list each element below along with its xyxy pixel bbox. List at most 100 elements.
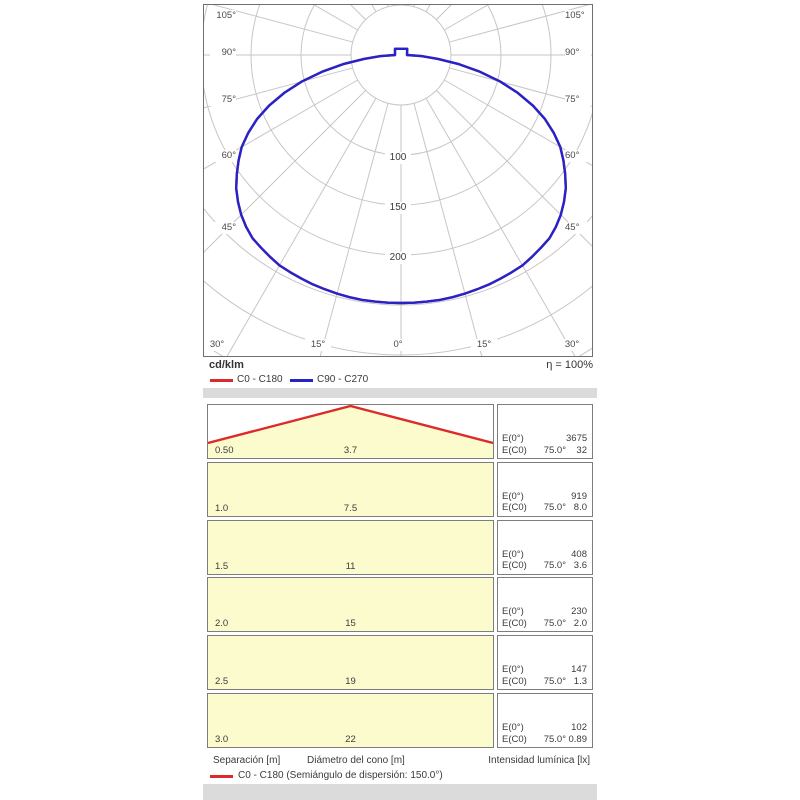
radial-tick-label: 150 (385, 202, 411, 214)
e0-label: E(0°) (502, 722, 524, 733)
cone-diameter-value: 22 (345, 734, 356, 745)
e0-value: 3675 (566, 433, 588, 444)
beam-cone-outline (208, 405, 493, 445)
separation-value: 1.0 (215, 502, 229, 514)
angle-label-bottom: 30° (559, 339, 585, 351)
e0-label: E(0°) (502, 606, 524, 618)
polar-grid-ray (204, 90, 366, 253)
separator-band-top (203, 388, 597, 398)
separation-value: 2.0 (215, 618, 229, 630)
ec0-angle: 75.0° (543, 733, 566, 745)
beam-cone-triangle (208, 405, 493, 458)
separation-column-header: Separación [m] (213, 755, 281, 766)
polar-grid-ray (449, 5, 590, 43)
cone-diameter-value: 19 (345, 676, 356, 688)
angle-label-bottom: 0° (385, 339, 411, 351)
separation-value: 0.50 (215, 445, 234, 456)
c0-c180-legend-label: C0 - C180 (237, 374, 283, 385)
e0-value: 230 (571, 606, 587, 618)
ec0-value: 1.3 (573, 675, 587, 687)
ec0-label: E(C0) (502, 733, 527, 745)
angle-label-right: 90° (565, 47, 591, 59)
cone-diameter-value: 7.5 (343, 502, 358, 514)
e0-value: 919 (571, 490, 587, 502)
cone-row-spacing-cell: 0.50 3.7 (207, 404, 494, 459)
beam-cone-fill (208, 406, 493, 458)
ec0-value: 32 (576, 444, 587, 456)
polar-grid-ray (212, 5, 353, 43)
polar-grid-ray (436, 90, 592, 247)
cone-row-spacing-cell: 2.0 15 (207, 577, 494, 633)
polar-grid-circle (204, 5, 592, 256)
c90-c270-legend-line (290, 379, 313, 382)
cone-diameter-column-header: Diámetro del cono [m] (307, 755, 405, 766)
angle-label-right: 60° (565, 150, 591, 162)
ec0-label: E(C0) (502, 560, 527, 572)
illuminance-values: E(0°) 230 E(C0) 75.0° 2.0 (502, 606, 587, 629)
angle-label-bottom: 15° (305, 339, 331, 351)
angle-label-left: 75° (210, 94, 236, 106)
radial-tick-label: 100 (385, 152, 411, 164)
cone-row-illuminance-cell: E(0°) 147 E(C0) 75.0° 1.3 (497, 635, 593, 691)
polar-grid-ray (319, 103, 389, 356)
polar-grid-ray (449, 67, 592, 107)
c90-c270-legend-label: C90 - C270 (317, 374, 369, 385)
ec0-value: 8.0 (573, 502, 587, 514)
ec0-angle: 75.0° (543, 502, 566, 514)
illuminance-values: E(0°) 919 E(C0) 75.0° 8.0 (502, 491, 587, 514)
separation-value: 3.0 (215, 734, 229, 745)
radial-tick-label: 200 (385, 252, 411, 264)
ec0-value: 0.89 (568, 733, 588, 745)
ec0-value: 2.0 (573, 617, 587, 629)
ec0-label: E(C0) (502, 444, 527, 456)
e0-value: 408 (571, 548, 587, 560)
cone-legend-label: C0 - C180 (Semiángulo de dispersión: 150… (238, 770, 443, 781)
polar-distribution-panel: 105° 90° 75° 60° 45° 105° 90° 75° 60° 45° 30° 15° 0°… (203, 4, 593, 357)
c0-c180-legend-line (210, 379, 233, 382)
e0-value: 102 (571, 722, 587, 733)
angle-label-right: 105° (565, 10, 591, 22)
cone-diagram-panel: 0.50 3.7 E(0°) 3675 E(C0) 75.0° 32 1.0 7.5 E(0°) 9… (207, 404, 593, 750)
ec0-label: E(C0) (502, 617, 527, 629)
cone-row-illuminance-cell: E(0°) 3675 E(C0) 75.0° 32 (497, 404, 593, 459)
cone-row-illuminance-cell: E(0°) 408 E(C0) 75.0° 3.6 (497, 519, 593, 575)
angle-label-right: 75° (565, 94, 591, 106)
angle-label-right: 45° (565, 222, 591, 234)
ec0-value: 3.6 (573, 560, 587, 572)
illuminance-values: E(0°) 102 E(C0) 75.0° 0.89 (502, 722, 587, 745)
curve-c90-c270 (235, 47, 567, 305)
separation-value: 1.5 (215, 560, 229, 572)
ec0-angle: 75.0° (543, 675, 566, 687)
cone-row-spacing-cell: 1.0 7.5 (207, 461, 494, 517)
angle-label-left: 45° (210, 222, 236, 234)
angle-label-left: 60° (210, 150, 236, 162)
cone-row-illuminance-cell: E(0°) 102 E(C0) 75.0° 0.89 (497, 693, 593, 748)
ec0-angle: 75.0° (543, 617, 566, 629)
polar-grid-ray (413, 103, 483, 356)
e0-label: E(0°) (502, 490, 524, 502)
cone-diameter-value: 15 (345, 618, 356, 630)
polar-grid-circle (350, 5, 452, 106)
cone-diameter-value: 11 (345, 560, 356, 572)
separation-value: 2.5 (215, 676, 229, 688)
polar-grid-ray (226, 98, 377, 356)
ec0-angle: 75.0° (543, 444, 566, 456)
angle-label-left: 90° (210, 47, 236, 59)
ec0-label: E(C0) (502, 502, 527, 514)
angle-label-bottom: 15° (471, 339, 497, 351)
illuminance-values: E(0°) 147 E(C0) 75.0° 1.3 (502, 664, 587, 687)
e0-value: 147 (571, 664, 587, 676)
cone-row-spacing-cell: 2.5 19 (207, 635, 494, 691)
polar-grid-ray (425, 98, 576, 356)
e0-label: E(0°) (502, 548, 524, 560)
cone-legend-line (210, 775, 233, 778)
cone-row-spacing-cell: 3.0 22 (207, 693, 494, 748)
ec0-label: E(C0) (502, 675, 527, 687)
angle-label-left: 105° (210, 10, 236, 22)
illuminance-values: E(0°) 408 E(C0) 75.0° 3.6 (502, 549, 587, 572)
polar-unit-label: cd/klm (209, 359, 244, 371)
polar-distribution-chart (204, 5, 592, 356)
illuminance-values: E(0°) 3675 E(C0) 75.0° 32 (502, 433, 587, 456)
e0-label: E(0°) (502, 433, 524, 444)
